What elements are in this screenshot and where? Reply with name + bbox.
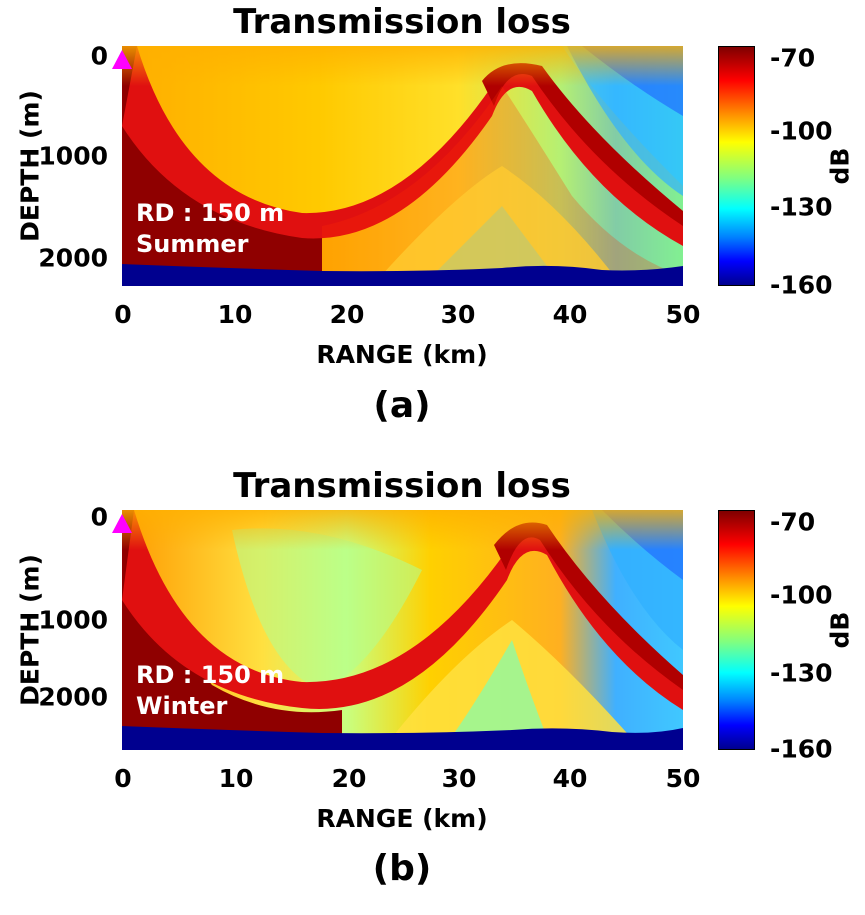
x-tick-label: 30 xyxy=(441,764,477,793)
x-axis-label: RANGE (km) xyxy=(316,804,488,833)
x-tick-label: 20 xyxy=(329,300,365,329)
x-tick-label: 40 xyxy=(552,764,588,793)
y-tick-label: 0 xyxy=(90,502,108,532)
surface-gradient xyxy=(122,46,683,86)
annotation-season: Winter xyxy=(136,692,228,720)
lower-cyan-region xyxy=(442,640,552,750)
chart-title: Transmission loss xyxy=(233,2,571,42)
source-marker-icon xyxy=(111,50,133,74)
colorbar-tick-label: -100 xyxy=(770,116,833,146)
x-tick-label: 50 xyxy=(665,300,701,329)
panel-label: (a) xyxy=(373,385,431,426)
colorbar-tick-label: -130 xyxy=(770,658,833,688)
x-tick-label: 0 xyxy=(114,764,132,793)
seabed-bottom xyxy=(122,264,683,286)
surface-gradient xyxy=(122,510,683,550)
colorbar-tick-label: -160 xyxy=(770,734,833,764)
convergence-zone-core xyxy=(482,63,683,227)
heatmap-plot xyxy=(122,46,683,286)
chart-title: Transmission loss xyxy=(233,466,571,506)
convergence-zone-band xyxy=(122,510,683,710)
convergence-zone-core xyxy=(494,522,683,690)
colorbar-tick-label: -70 xyxy=(770,43,816,73)
colorbar-tick-label: -70 xyxy=(770,507,816,537)
x-tick-label: 10 xyxy=(218,764,254,793)
source-marker-icon xyxy=(111,514,133,538)
annotation-season: Summer xyxy=(136,230,249,258)
colorbar-tick-label: -100 xyxy=(770,580,833,610)
y-tick-label: 2000 xyxy=(38,243,108,273)
x-tick-label: 10 xyxy=(217,300,253,329)
y-tick-label: 1000 xyxy=(38,605,108,635)
colorbar-tick-label: -130 xyxy=(770,192,833,222)
y-tick-label: 2000 xyxy=(38,682,108,712)
colorbar xyxy=(718,510,755,750)
annotation-receiver-depth: RD : 150 m xyxy=(136,661,285,689)
y-tick-label: 0 xyxy=(90,41,108,71)
x-tick-label: 0 xyxy=(114,300,132,329)
colorbar-label: dB xyxy=(825,147,855,185)
y-tick-label: 1000 xyxy=(38,141,108,171)
central-green-region xyxy=(232,528,422,690)
panel-a: Transmission loss DEPTH (m) 0 1000 2000 xyxy=(0,0,865,451)
x-tick-label: 30 xyxy=(440,300,476,329)
panel-label: (b) xyxy=(372,848,432,889)
convergence-zone-secondary xyxy=(322,86,683,286)
x-axis-label: RANGE (km) xyxy=(316,340,488,369)
heatmap-plot xyxy=(122,510,683,750)
seabed-bottom xyxy=(122,726,683,750)
x-tick-label: 20 xyxy=(331,764,367,793)
colorbar-tick-label: -160 xyxy=(770,270,833,300)
x-tick-label: 50 xyxy=(665,764,701,793)
near-field-red-region xyxy=(122,510,342,750)
colorbar-label: dB xyxy=(825,611,855,649)
x-tick-label: 40 xyxy=(552,300,588,329)
convergence-zone-band xyxy=(122,46,683,246)
annotation-receiver-depth: RD : 150 m xyxy=(136,199,285,227)
panel-b: Transmission loss DEPTH (m) 0 1000 2000 xyxy=(0,464,865,915)
lower-cyan-region xyxy=(422,206,562,286)
colorbar xyxy=(718,46,755,286)
